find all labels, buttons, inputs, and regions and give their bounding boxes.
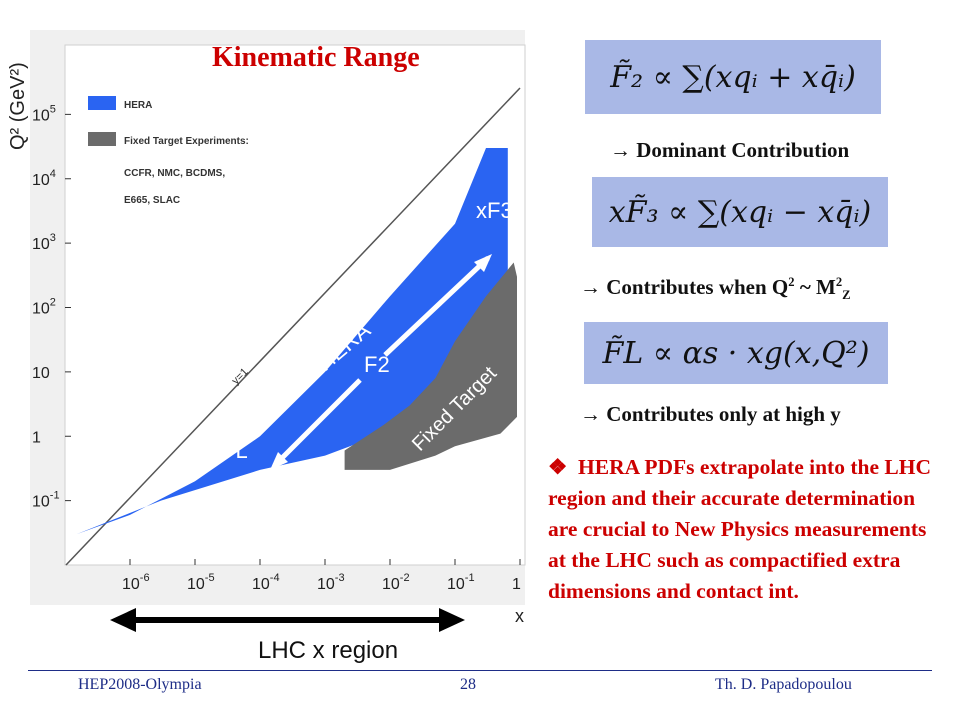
x-tick-label: 1	[512, 576, 521, 593]
bullet-icon: ❖	[548, 455, 568, 479]
legend-swatch	[88, 132, 116, 146]
note-contrib-q-text: → Contributes when Q	[580, 275, 789, 299]
lhc-arrowhead-left	[110, 608, 136, 632]
lhc-region-label: LHC x region	[258, 637, 398, 664]
note-contrib-q: → Contributes when Q2 ~ M2Z	[580, 275, 851, 303]
footer-right: Th. D. Papadopoulou	[715, 676, 852, 693]
x-axis-label: x	[515, 606, 524, 626]
page-number: 28	[460, 676, 476, 693]
xf3-arrowhead	[474, 254, 492, 272]
y-axis-label: Q² (GeV²)	[7, 62, 29, 150]
lhc-arrowhead-right	[439, 608, 465, 632]
xf3-label: xF3	[476, 198, 513, 223]
region-hera	[76, 148, 508, 535]
note-contrib-q-sub: Z	[842, 288, 851, 303]
legend-label: HERA	[124, 100, 152, 111]
page-title: Kinematic Range	[212, 42, 420, 73]
f2-formula: F̃₂ ∝ ∑(xqᵢ + xq̄ᵢ)	[585, 40, 881, 114]
fl-label: FL	[222, 438, 248, 463]
footer-left: HEP2008-Olympia	[78, 676, 202, 693]
fl-formula: F̃L ∝ αs · xg(x,Q²)	[584, 322, 888, 384]
xf3-formula: xF̃₃ ∝ ∑(xqᵢ − xq̄ᵢ)	[592, 177, 888, 247]
y1-line	[65, 87, 521, 566]
region-fixed-target	[344, 262, 517, 470]
fl-arrow	[273, 378, 362, 467]
legend-label: Fixed Target Experiments:	[124, 136, 249, 147]
note-dominant: → Dominant Contribution	[610, 138, 850, 162]
kinematic-range-chart: 10-6 10-5 10-4 10-3 10-2 10-1 110-111010210310…	[7, 30, 526, 664]
hera-pdf-paragraph: ❖ HERA PDFs extrapolate into the LHC reg…	[548, 452, 948, 607]
legend-extra-label: E665, SLAC	[124, 195, 180, 206]
footer-divider	[28, 670, 932, 671]
note-high-y: → Contributes only at high y	[580, 402, 841, 426]
note-contrib-q-sup1: 2	[788, 275, 795, 289]
xf3-arrow	[383, 256, 490, 357]
legend-swatch	[88, 96, 116, 110]
y-tick-label: 10	[32, 365, 50, 382]
note-contrib-q-sup2: 2	[835, 275, 843, 289]
f2-label: F2	[364, 352, 390, 377]
fl-arrowhead	[270, 452, 288, 470]
paragraph-text: HERA PDFs extrapolate into the LHC regio…	[548, 455, 931, 603]
y-tick-label: 1	[32, 429, 41, 446]
legend-extra-label: CCFR, NMC, BCDMS,	[124, 168, 225, 179]
note-contrib-q-mid: ~ M	[794, 275, 836, 299]
